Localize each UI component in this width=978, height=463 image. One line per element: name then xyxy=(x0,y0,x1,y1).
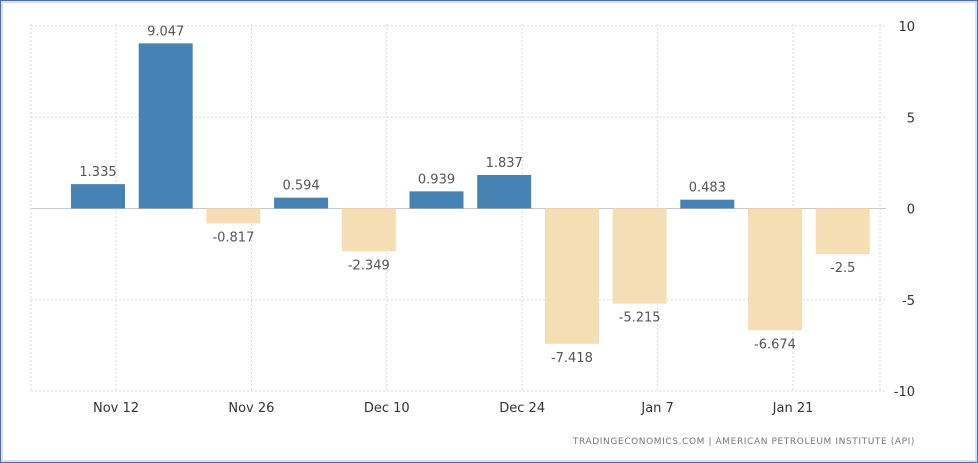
bar xyxy=(748,208,802,331)
data-label: 0.483 xyxy=(689,181,726,196)
data-label: 1.335 xyxy=(79,165,116,180)
data-label: -5.215 xyxy=(619,311,661,326)
data-label: 0.939 xyxy=(418,172,455,187)
source-attribution: TRADINGECONOMICS.COM | AMERICAN PETROLEU… xyxy=(572,437,915,447)
data-label: 9.047 xyxy=(147,24,184,39)
label-layer: 1.335 9.047 -0.817 0.594 -2.349 0.939 1.837 -7.… xyxy=(79,24,855,365)
data-label: -6.674 xyxy=(754,337,796,352)
bar xyxy=(477,174,532,209)
data-label: -7.418 xyxy=(551,351,593,366)
data-label: -0.817 xyxy=(212,230,254,245)
x-tick-label: Jan 7 xyxy=(640,401,673,416)
bar xyxy=(544,208,599,344)
y-tick-label: 10 xyxy=(898,20,915,35)
bar xyxy=(815,208,870,255)
bar xyxy=(612,208,667,304)
x-tick-label: Nov 12 xyxy=(93,401,139,416)
data-label: 0.594 xyxy=(282,179,319,194)
data-label: -2.5 xyxy=(830,261,855,276)
y-tick-label: -5 xyxy=(902,294,915,309)
y-tick-label: 0 xyxy=(907,203,915,218)
data-label: -2.349 xyxy=(348,258,390,273)
bar-layer xyxy=(71,43,870,344)
bar xyxy=(409,191,464,209)
bar xyxy=(206,208,261,224)
bar xyxy=(274,197,329,209)
x-tick-label: Dec 24 xyxy=(499,401,545,416)
bar xyxy=(71,184,125,209)
y-tick-label: 5 xyxy=(907,111,915,126)
x-tick-label: Dec 10 xyxy=(364,401,410,416)
data-label: 1.837 xyxy=(486,156,523,171)
axis-layer: 10 5 0 -5 -10 Nov 12 Nov 26 Dec 10 Dec 24 Jan 7 Ja… xyxy=(93,20,915,416)
x-tick-label: Nov 26 xyxy=(228,401,274,416)
x-tick-label: Jan 21 xyxy=(772,401,814,416)
bar xyxy=(138,43,193,209)
bar xyxy=(341,208,396,252)
y-tick-label: -10 xyxy=(894,385,915,400)
bar xyxy=(680,199,735,209)
